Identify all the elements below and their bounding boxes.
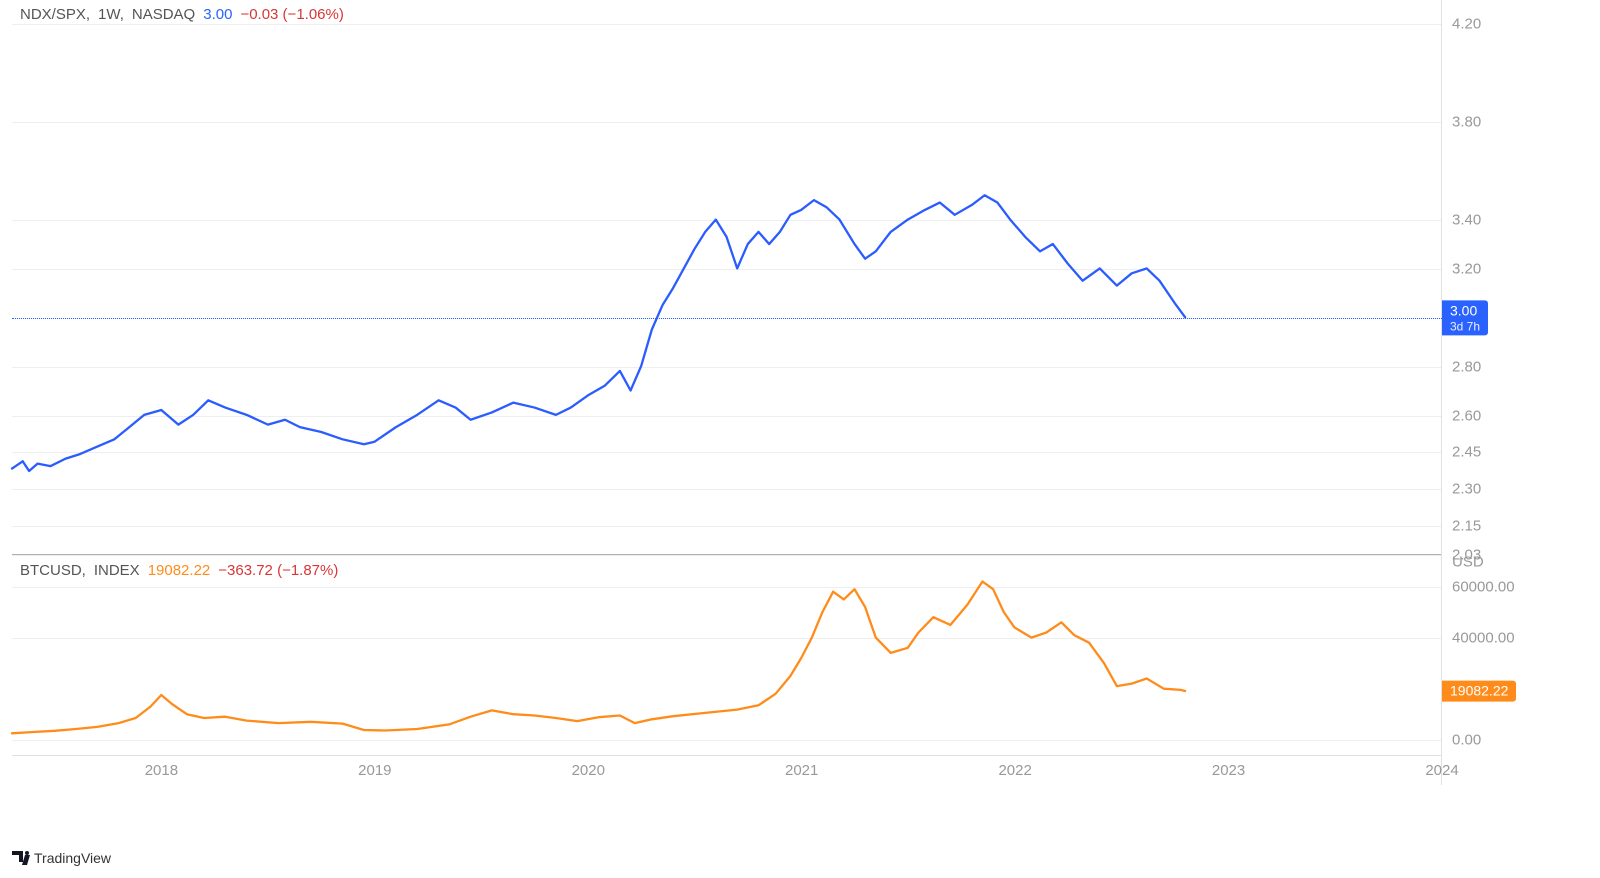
y-axis[interactable]: 2.032.152.302.452.602.803.003.203.403.80… bbox=[1442, 0, 1588, 785]
chart-container: NDX/SPX, 1W, NASDAQ 3.00 −0.03 (−1.06%) … bbox=[12, 0, 1588, 848]
interval-label: 1W, bbox=[98, 6, 124, 23]
symbol-info-top[interactable]: NDX/SPX, 1W, NASDAQ 3.00 −0.03 (−1.06%) bbox=[20, 6, 344, 23]
change-value: −0.03 (−1.06%) bbox=[240, 6, 343, 23]
attribution[interactable]: TradingView bbox=[12, 850, 111, 866]
x-tick-label: 2019 bbox=[358, 762, 391, 779]
last-value: 3.00 bbox=[203, 6, 232, 23]
y-tick-label: 3.80 bbox=[1452, 114, 1481, 131]
symbol-label: BTCUSD, bbox=[20, 562, 86, 579]
panel-btcusd: BTCUSD, INDEX 19082.22 −363.72 (−1.87%) bbox=[12, 556, 1441, 755]
badge-countdown: 3d 7h bbox=[1450, 319, 1480, 333]
plot-area[interactable]: NDX/SPX, 1W, NASDAQ 3.00 −0.03 (−1.06%) … bbox=[12, 0, 1442, 785]
current-price-line-top bbox=[12, 318, 1442, 319]
symbol-label: NDX/SPX, bbox=[20, 6, 90, 23]
y-tick-label: 2.15 bbox=[1452, 517, 1481, 534]
series-btcusd bbox=[12, 556, 1441, 755]
tradingview-logo-icon bbox=[12, 851, 30, 865]
last-value: 19082.22 bbox=[148, 562, 211, 579]
exchange-label: NASDAQ bbox=[132, 6, 195, 23]
x-tick-label: 2021 bbox=[785, 762, 818, 779]
y-tick-label: 60000.00 bbox=[1452, 578, 1515, 595]
price-badge-top: 3.00 3d 7h bbox=[1442, 300, 1488, 335]
badge-value: 19082.22 bbox=[1450, 683, 1508, 700]
y-tick-label: 2.45 bbox=[1452, 444, 1481, 461]
badge-value: 3.00 bbox=[1450, 302, 1480, 319]
x-axis[interactable]: 2018201920202021202220232024 bbox=[12, 755, 1442, 785]
price-badge-bottom: 19082.22 bbox=[1442, 681, 1516, 702]
change-value: −363.72 (−1.87%) bbox=[218, 562, 338, 579]
y-tick-label: 3.20 bbox=[1452, 260, 1481, 277]
y-tick-label: 3.40 bbox=[1452, 212, 1481, 229]
y-tick-label: 4.20 bbox=[1452, 16, 1481, 33]
x-tick-label: 2023 bbox=[1212, 762, 1245, 779]
x-tick-label: 2018 bbox=[145, 762, 178, 779]
attribution-text: TradingView bbox=[34, 850, 111, 866]
y-tick-label: 0.00 bbox=[1452, 731, 1481, 748]
series-ndx-spx bbox=[12, 0, 1441, 554]
x-tick-label: 2020 bbox=[572, 762, 605, 779]
y-tick-label: 2.60 bbox=[1452, 407, 1481, 424]
x-tick-label: 2022 bbox=[998, 762, 1031, 779]
index-label: INDEX bbox=[94, 562, 140, 579]
y-unit-label: USD bbox=[1452, 554, 1484, 571]
y-tick-label: 40000.00 bbox=[1452, 629, 1515, 646]
symbol-info-bottom[interactable]: BTCUSD, INDEX 19082.22 −363.72 (−1.87%) bbox=[20, 562, 338, 579]
y-tick-label: 2.80 bbox=[1452, 358, 1481, 375]
panel-ndx-spx: NDX/SPX, 1W, NASDAQ 3.00 −0.03 (−1.06%) bbox=[12, 0, 1441, 555]
y-tick-label: 2.30 bbox=[1452, 480, 1481, 497]
